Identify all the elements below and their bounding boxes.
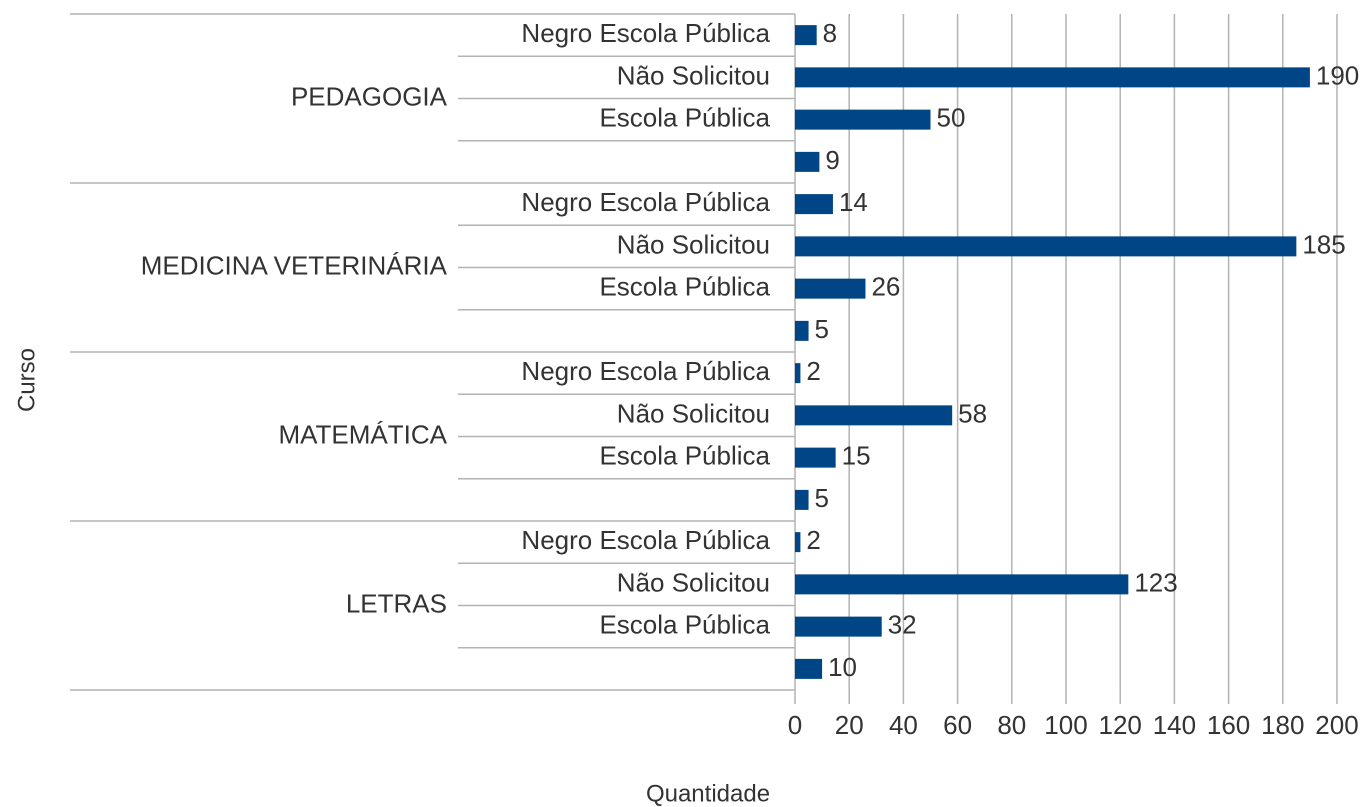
x-tick-label: 80: [997, 710, 1026, 740]
bar: [795, 151, 820, 172]
value-label: 5: [815, 314, 829, 344]
x-tick-label: 0: [788, 710, 802, 740]
bar: [795, 194, 833, 215]
value-label: 123: [1134, 567, 1177, 597]
bar: [795, 236, 1297, 257]
group-label: MEDICINA VETERINÁRIA: [141, 250, 448, 280]
value-label: 14: [839, 187, 868, 217]
bar: [795, 574, 1129, 595]
y-tick-label: Escola Pública: [599, 272, 770, 302]
bar: [795, 67, 1310, 88]
value-label: 32: [888, 610, 917, 640]
x-tick-label: 140: [1153, 710, 1196, 740]
value-label: 15: [842, 441, 871, 471]
group-label: LETRAS: [346, 588, 447, 618]
bar: [795, 532, 801, 553]
group-label: PEDAGOGIA: [291, 81, 448, 111]
y-tick-label: Não Solicitou: [617, 60, 770, 90]
y-tick-label: Não Solicitou: [617, 398, 770, 428]
value-label: 8: [823, 18, 837, 48]
x-tick-label: 20: [835, 710, 864, 740]
x-tick-label: 100: [1044, 710, 1087, 740]
bar: [795, 278, 866, 299]
x-tick-label: 60: [943, 710, 972, 740]
x-tick-label: 180: [1261, 710, 1304, 740]
value-label: 9: [825, 145, 839, 175]
y-axis-label: Curso: [13, 348, 40, 412]
value-label: 26: [871, 272, 900, 302]
value-label: 2: [806, 356, 820, 386]
value-label: 50: [937, 103, 966, 133]
bar: [795, 489, 809, 510]
y-tick-label: Escola Pública: [599, 103, 770, 133]
y-tick-label: Negro Escola Pública: [521, 187, 770, 217]
bar: [795, 658, 823, 679]
value-label: 5: [815, 483, 829, 513]
bar: [795, 447, 836, 468]
x-tick-label: 120: [1099, 710, 1142, 740]
x-tick-label: 200: [1315, 710, 1358, 740]
bar: [795, 405, 953, 426]
y-tick-label: Não Solicitou: [617, 229, 770, 259]
value-label: 185: [1302, 229, 1345, 259]
x-axis-label: Quantidade: [646, 780, 770, 807]
y-tick-label: Escola Pública: [599, 610, 770, 640]
value-label: 2: [806, 525, 820, 555]
x-tick-label: 40: [889, 710, 918, 740]
group-label: MATEMÁTICA: [278, 419, 447, 449]
y-tick-label: Negro Escola Pública: [521, 18, 770, 48]
y-tick-label: Escola Pública: [599, 441, 770, 471]
value-label: 58: [958, 398, 987, 428]
x-tick-label: 160: [1207, 710, 1250, 740]
bar: [795, 320, 809, 341]
y-tick-label: Não Solicitou: [617, 567, 770, 597]
value-label: 10: [828, 652, 857, 682]
bar: [795, 616, 882, 637]
y-tick-label: Negro Escola Pública: [521, 525, 770, 555]
bar: [795, 109, 931, 130]
y-tick-label: Negro Escola Pública: [521, 356, 770, 386]
value-label: 190: [1316, 60, 1359, 90]
bar: [795, 25, 817, 46]
bar: [795, 363, 801, 384]
